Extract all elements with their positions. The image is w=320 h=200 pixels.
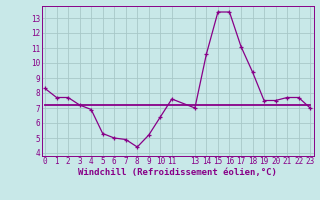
X-axis label: Windchill (Refroidissement éolien,°C): Windchill (Refroidissement éolien,°C) xyxy=(78,168,277,177)
